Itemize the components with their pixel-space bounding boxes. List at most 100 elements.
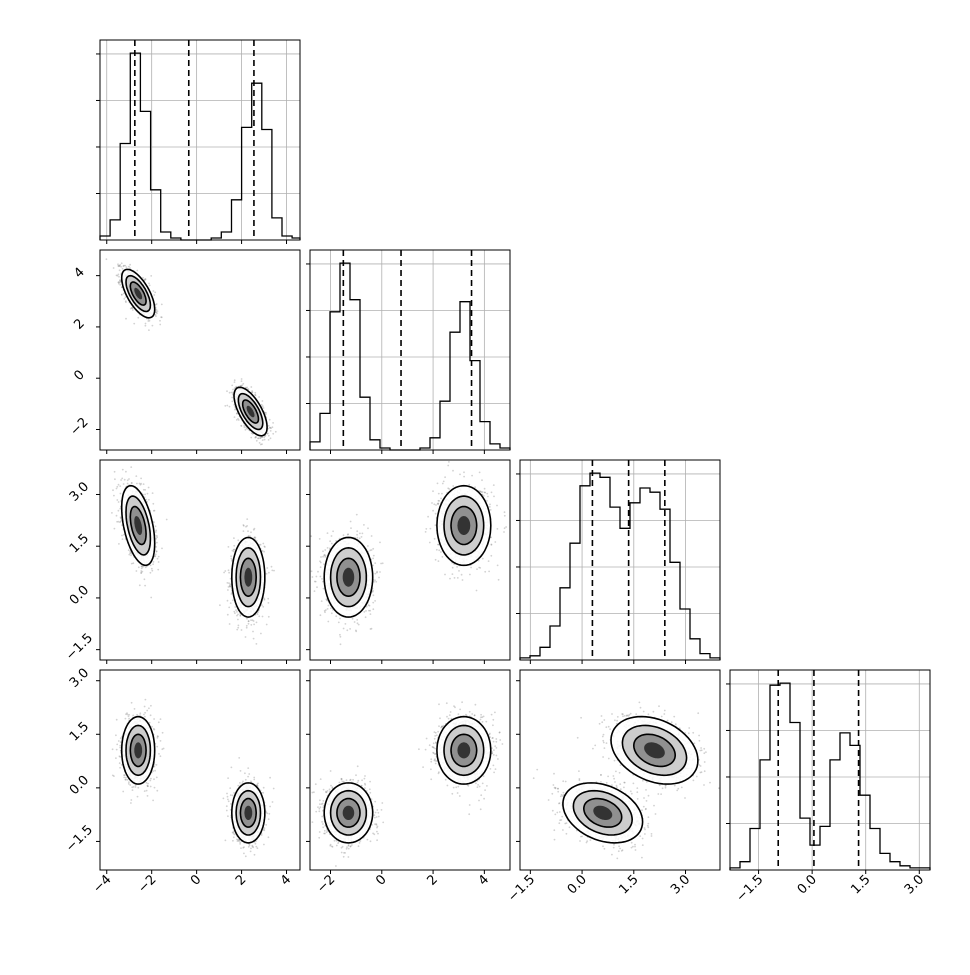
scatter-point [127,483,129,485]
scatter-point [319,538,321,540]
scatter-point [234,606,236,608]
scatter-point [148,487,150,489]
scatter-point [248,620,250,622]
scatter-point [119,269,121,271]
scatter-point [256,440,258,442]
scatter-point [118,543,120,545]
scatter-point [262,550,264,552]
scatter-point [144,494,146,496]
scatter-point [253,638,255,640]
scatter-point [123,293,125,295]
scatter-point [153,561,155,563]
scatter-point [255,437,257,439]
scatter-point [320,614,322,616]
scatter-point [359,533,361,535]
scatter-point [145,278,147,280]
scatter-point [150,572,152,574]
scatter-point [116,275,118,277]
scatter-point [244,427,246,429]
scatter-point [144,578,146,580]
scatter-point [118,510,120,512]
scatter-point [237,627,239,629]
scatter-point [151,570,153,572]
scatter-point [124,479,126,481]
scatter-point [253,529,255,531]
scatter-point [120,493,122,495]
scatter-point [260,633,262,635]
scatter-point [128,266,130,268]
scatter-point [106,258,108,260]
scatter-point [262,606,264,608]
scatter-point [155,530,157,532]
scatter-point [246,627,248,629]
scatter-point [139,483,141,485]
scatter-point [245,429,247,431]
scatter-point [248,623,250,625]
scatter-point [268,572,270,574]
scatter-point [272,426,274,428]
scatter-point [111,512,113,514]
scatter-point [224,570,226,572]
scatter-point [256,643,258,645]
pair-panel-2-1 [306,453,510,660]
scatter-point [231,385,233,387]
scatter-point [118,484,120,486]
scatter-point [258,396,260,398]
scatter-point [154,510,156,512]
scatter-point [229,392,231,394]
scatter-point [118,283,120,285]
scatter-point [264,439,266,441]
scatter-point [119,521,121,523]
scatter-point [254,392,256,394]
scatter-point [147,493,149,495]
scatter-point [229,406,231,408]
scatter-point [136,483,138,485]
scatter-point [122,538,124,540]
scatter-point [227,614,229,616]
scatter-point [131,563,133,565]
scatter-point [158,561,160,563]
scatter-point [246,525,248,527]
scatter-point [255,394,257,396]
scatter-point [148,283,150,285]
scatter-point [371,535,373,537]
scatter-point [268,435,270,437]
scatter-point [116,488,118,490]
scatter-point [267,433,269,435]
scatter-point [126,266,128,268]
diag-panel-0 [96,40,300,240]
scatter-point [120,281,122,283]
pair-panel-content-2-0 [100,460,300,660]
scatter-point [140,483,142,485]
scatter-point [272,433,274,435]
scatter-point [246,518,248,520]
scatter-point [132,309,134,311]
scatter-point [130,466,132,468]
scatter-point [160,316,162,318]
scatter-point [125,300,127,302]
scatter-point [113,495,115,497]
scatter-point [114,471,116,473]
scatter-point [121,294,123,296]
scatter-point [268,439,270,441]
scatter-point [155,546,157,548]
scatter-point [219,604,221,606]
scatter-point [329,540,331,542]
scatter-point [372,558,374,560]
scatter-point [166,519,168,521]
scatter-point [138,566,140,568]
scatter-point [324,610,326,612]
scatter-point [234,409,236,411]
scatter-point [130,554,132,556]
scatter-point [242,383,244,385]
scatter-point [228,546,230,548]
scatter-point [273,570,275,572]
scatter-point [140,478,142,480]
scatter-point [136,570,138,572]
scatter-point [258,615,260,617]
scatter-point [339,618,341,620]
scatter-point [148,329,150,331]
scatter-point [238,419,240,421]
scatter-point [234,612,236,614]
scatter-point [156,536,158,538]
